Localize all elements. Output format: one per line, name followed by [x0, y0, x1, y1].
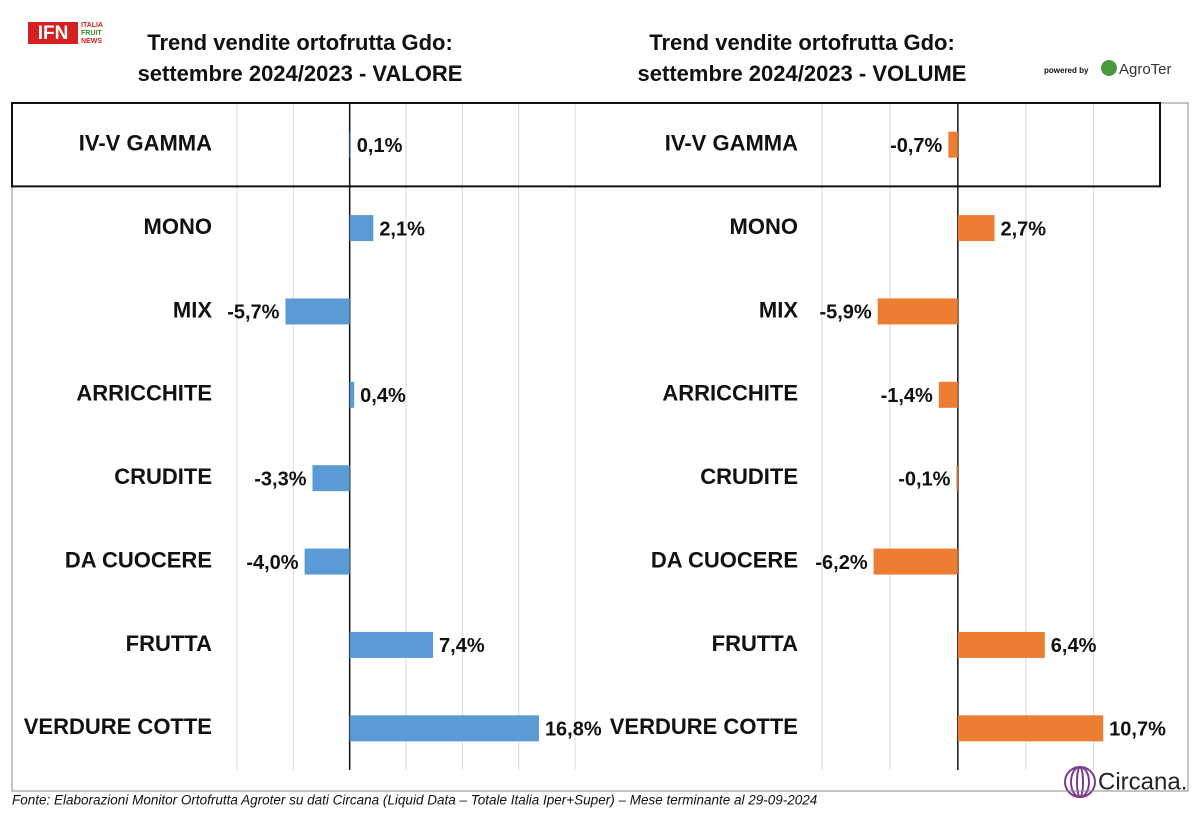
value-label: -4,0% [246, 552, 298, 574]
value-label: -3,3% [254, 468, 306, 490]
bar [956, 465, 958, 492]
category-label: ARRICCHITE [76, 381, 212, 406]
value-label: -6,2% [815, 552, 867, 574]
category-label: MIX [759, 297, 798, 322]
category-label: VERDURE COTTE [610, 714, 798, 739]
powered-by: powered by [1044, 66, 1089, 75]
bar [873, 548, 958, 575]
value-label: -1,4% [881, 385, 933, 407]
value-label: 7,4% [439, 635, 485, 657]
bar [938, 381, 958, 408]
value-label: 2,7% [1001, 218, 1047, 240]
value-label: 0,1% [357, 135, 403, 157]
chart-title: settembre 2024/2023 - VALORE [138, 61, 463, 86]
value-label: -5,9% [819, 302, 871, 324]
bar [349, 215, 374, 242]
chart-title: Trend vendite ortofrutta Gdo: [649, 30, 955, 55]
value-label: -0,1% [898, 468, 950, 490]
category-label: MONO [144, 214, 212, 239]
highlight-box [11, 102, 1161, 188]
value-label: 0,4% [360, 385, 406, 407]
bar [349, 131, 351, 158]
value-label: 6,4% [1051, 635, 1097, 657]
value-label: 2,1% [379, 218, 425, 240]
bar [349, 631, 434, 658]
logo: IFN [38, 23, 69, 44]
brand-icon [1064, 766, 1096, 798]
category-label: FRUTTA [712, 631, 798, 656]
bar [285, 298, 350, 325]
partner-logo: AgroTer [1119, 61, 1172, 78]
category-label: ARRICCHITE [662, 381, 798, 406]
category-label: DA CUOCERE [65, 547, 212, 572]
frame [11, 102, 1189, 792]
logo-box [28, 22, 78, 44]
value-label: 16,8% [545, 719, 602, 741]
logo-line: ITALIA [81, 22, 103, 29]
category-label: MIX [173, 297, 212, 322]
value-label: -0,7% [890, 135, 942, 157]
value-label: -5,7% [227, 302, 279, 324]
category-label: FRUTTA [126, 631, 212, 656]
logo-line: FRUIT [81, 30, 102, 37]
category-label: CRUDITE [114, 464, 212, 489]
value-label: 10,7% [1109, 719, 1166, 741]
bar [948, 131, 958, 158]
category-label: IV-V GAMMA [79, 131, 212, 156]
partner-icon [1101, 60, 1117, 76]
bar [349, 381, 355, 408]
category-label: DA CUOCERE [651, 547, 798, 572]
chart-title: Trend vendite ortofrutta Gdo: [147, 30, 453, 55]
bar [349, 715, 539, 742]
bar [957, 215, 995, 242]
category-label: MONO [730, 214, 798, 239]
bar [312, 465, 350, 492]
bar [304, 548, 350, 575]
category-label: VERDURE COTTE [24, 714, 212, 739]
bar [957, 715, 1104, 742]
source: Fonte: Elaborazioni Monitor Ortofrutta A… [12, 793, 817, 808]
bar [957, 631, 1045, 658]
category-label: IV-V GAMMA [665, 131, 798, 156]
logo-line: NEWS [81, 38, 102, 45]
bar [877, 298, 958, 325]
category-label: CRUDITE [700, 464, 798, 489]
chart-title: settembre 2024/2023 - VOLUME [638, 61, 967, 86]
